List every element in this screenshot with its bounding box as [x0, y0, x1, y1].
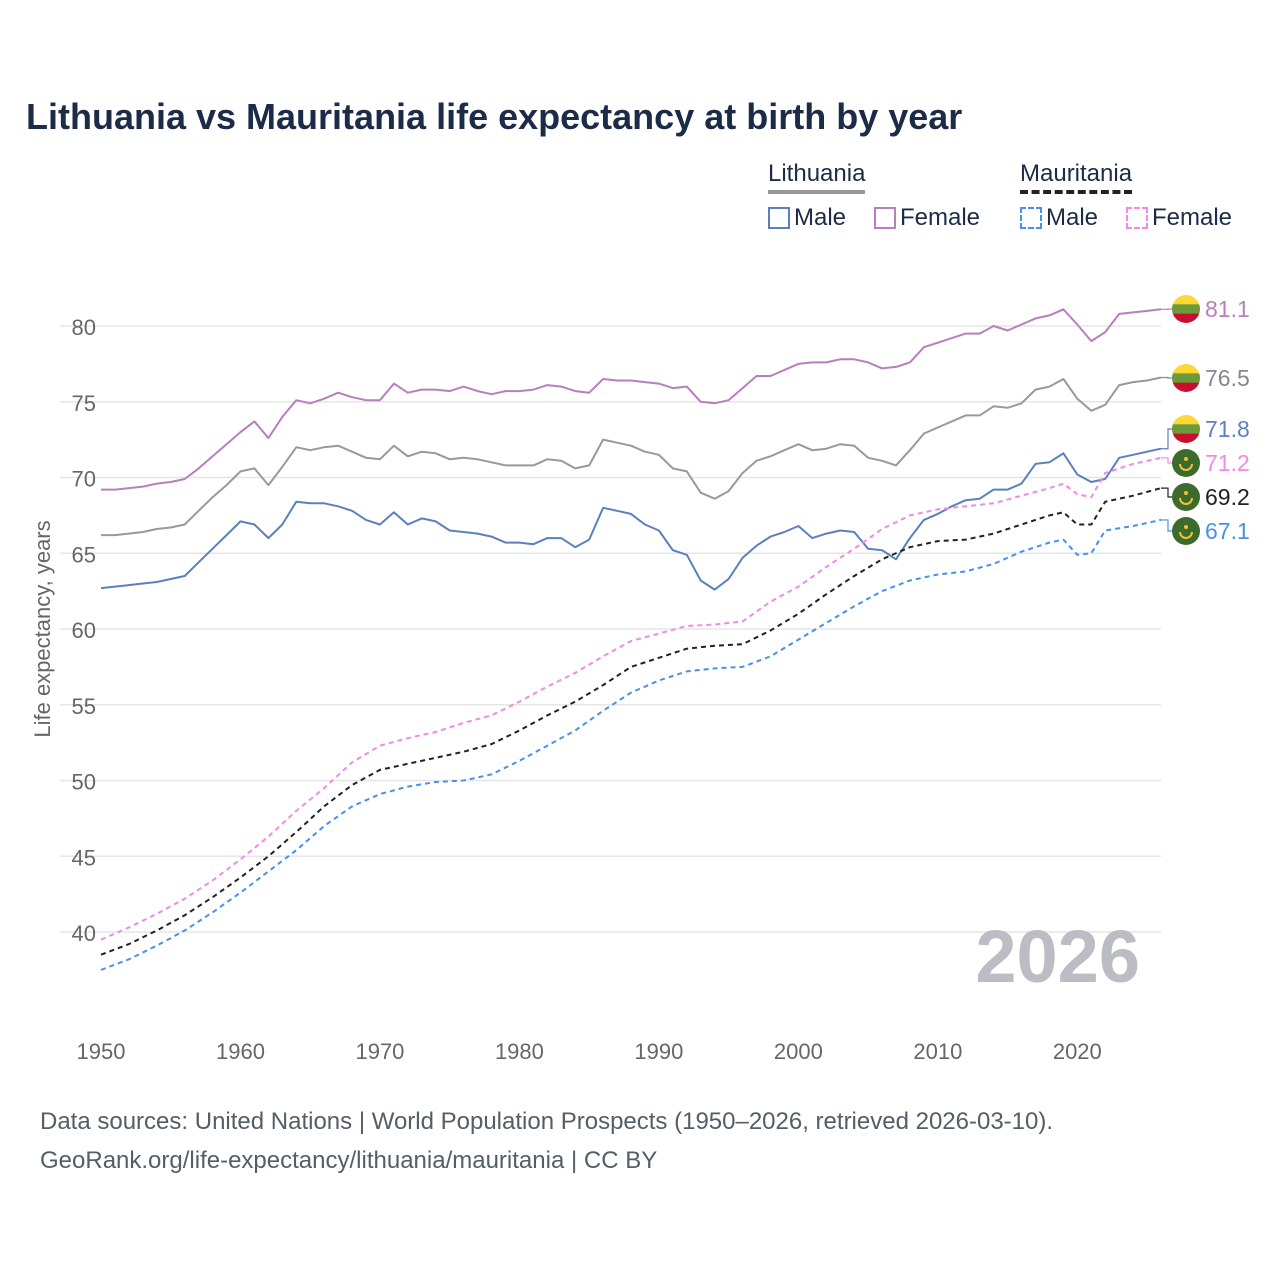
lithuania-flag-icon [1172, 415, 1200, 443]
mauritania-flag-icon [1172, 449, 1200, 477]
x-tick-label: 1950 [77, 1039, 126, 1064]
life-expectancy-chart: 40 45 50 55 60 65 70 75 80 1950 1960 1970 1980 1990 20… [30, 295, 1250, 1064]
footer-sources: Data sources: United Nations | World Pop… [40, 1108, 1054, 1135]
end-label-lt_male: 71.8 [1205, 416, 1250, 442]
x-tick-label: 2010 [913, 1039, 962, 1064]
y-tick-label: 45 [72, 845, 96, 870]
x-tick-label: 2020 [1053, 1039, 1102, 1064]
series-line-lt_female [101, 308, 1162, 491]
legend-label-mauritania-male: Male [1046, 204, 1099, 231]
legend-swatch-mauritania-female [1126, 207, 1148, 229]
y-tick-label: 65 [72, 542, 96, 567]
mauritania-flag-icon [1172, 483, 1200, 511]
end-connector [1161, 428, 1174, 450]
y-axis-label: Life expectancy, years [30, 520, 55, 737]
legend-country-lithuania: Lithuania [768, 160, 866, 194]
end-label-mr_female: 71.2 [1205, 450, 1250, 476]
legend-item-lithuania-male[interactable]: Male [768, 204, 846, 232]
y-tick-label: 70 [72, 467, 96, 492]
y-tick-label: 50 [72, 770, 96, 795]
series-lines [100, 308, 1162, 971]
legend-swatch-mauritania-male [1020, 207, 1042, 229]
x-tick-label: 1970 [355, 1039, 404, 1064]
grid-lines [60, 325, 1161, 933]
legend-swatch-lithuania-female [874, 207, 896, 229]
footer-link[interactable]: GeoRank.org/life-expectancy/lithuania/ma… [40, 1147, 658, 1174]
end-label-lt_female: 81.1 [1205, 296, 1250, 322]
lithuania-flag-icon [1172, 295, 1200, 323]
x-tick-label: 1980 [495, 1039, 544, 1064]
mauritania-flag-icon [1172, 517, 1200, 545]
lithuania-flag-icon [1172, 364, 1200, 392]
end-label-mr_total: 69.2 [1205, 484, 1250, 510]
y-tick-label: 80 [72, 315, 96, 340]
end-connector [1161, 487, 1174, 498]
end-connector [1161, 519, 1174, 532]
x-tick-label: 1960 [216, 1039, 265, 1064]
legend-label-lithuania-male: Male [794, 204, 847, 231]
legend-item-mauritania-female[interactable]: Female [1126, 204, 1232, 232]
y-tick-label: 40 [72, 921, 96, 946]
legend-label-mauritania-female: Female [1152, 204, 1233, 231]
legend-item-mauritania-male[interactable]: Male [1020, 204, 1098, 232]
series-line-lt_total [101, 376, 1162, 537]
y-tick-label: 60 [72, 618, 96, 643]
series-line-mr_male [100, 518, 1162, 971]
y-tick-label: 55 [72, 694, 96, 719]
end-connector [1161, 457, 1174, 464]
end-labels: 81.1 76.5 71.8 71.2 69.2 67.1 [1161, 295, 1250, 545]
end-label-lt_total: 76.5 [1205, 365, 1250, 391]
chart-title: Lithuania vs Mauritania life expectancy … [26, 96, 963, 137]
series-line-lt_male [100, 447, 1162, 591]
legend-item-lithuania-female[interactable]: Female [874, 204, 980, 232]
legend-swatch-lithuania-male [768, 207, 790, 229]
legend-label-lithuania-female: Female [900, 204, 981, 231]
x-tick-label: 2000 [774, 1039, 823, 1064]
current-year-watermark: 2026 [975, 915, 1140, 998]
end-label-mr_male: 67.1 [1205, 518, 1250, 544]
legend-country-mauritania: Mauritania [1020, 160, 1133, 194]
y-tick-label: 75 [72, 391, 96, 416]
axes: 40 45 50 55 60 65 70 75 80 1950 1960 1970 1980 1990 20… [30, 315, 1102, 1064]
x-tick-label: 1990 [634, 1039, 683, 1064]
series-line-mr_total [100, 487, 1162, 956]
